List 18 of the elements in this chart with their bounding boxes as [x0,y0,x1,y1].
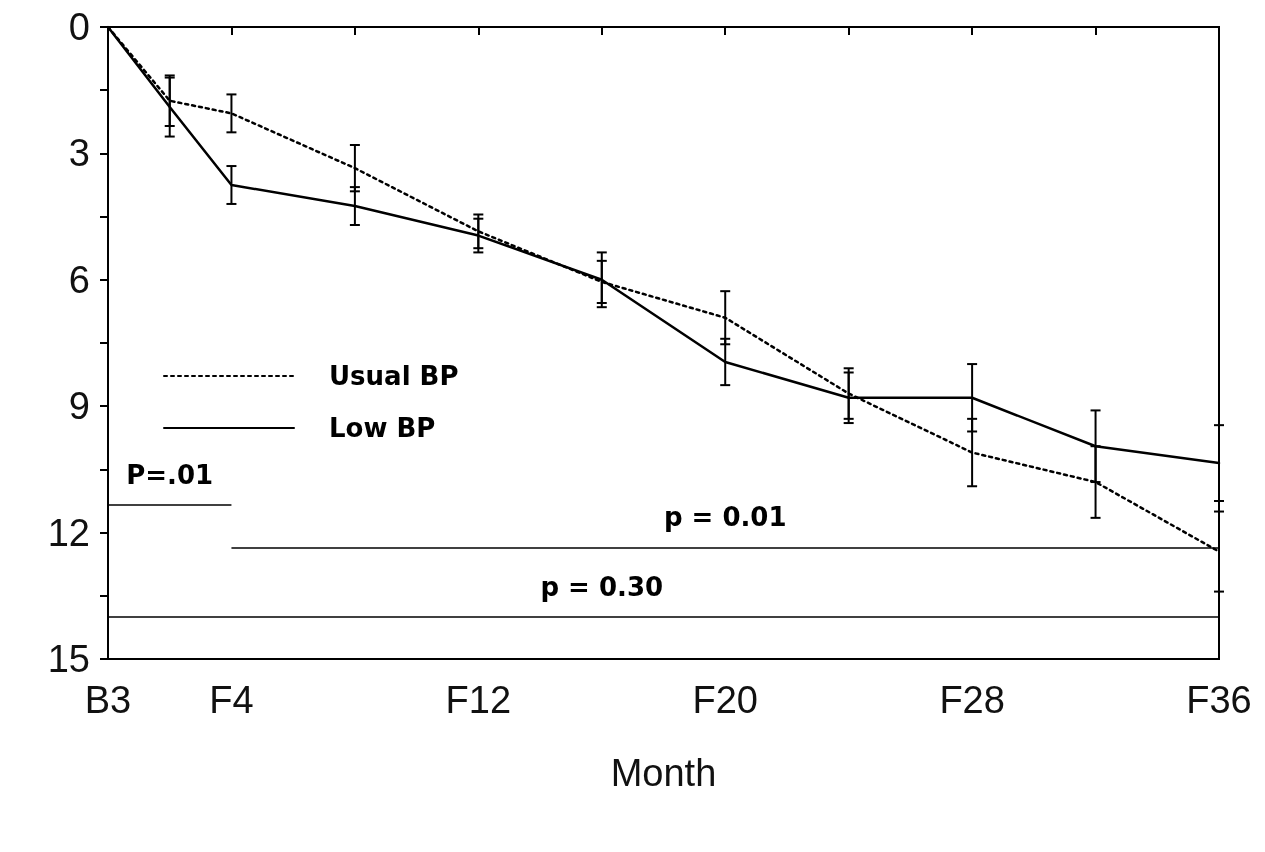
y-tick-label: 0 [68,6,90,48]
y-tick-label: 15 [47,638,90,680]
annotation: p = 0.30 [540,571,664,602]
x-tick-label: B3 [84,679,132,721]
x-tick-label: F36 [1186,679,1252,721]
x-tick-label: F28 [939,679,1005,721]
y-tick-label: 9 [68,385,90,428]
x-tick-label: F20 [692,679,758,721]
x-tick-label: F4 [209,679,254,721]
y-tick-label: 12 [47,511,90,554]
x-tick-label: F12 [445,679,512,721]
legend-label: Usual BP [329,361,459,391]
y-tick-label: 3 [68,132,90,175]
x-axis-title: Month [610,752,717,794]
y-tick-label: 6 [68,258,90,301]
annotation: p = 0.01 [663,502,787,533]
legend-label: Low BP [329,413,436,443]
annotation: P=.01 [126,460,214,491]
